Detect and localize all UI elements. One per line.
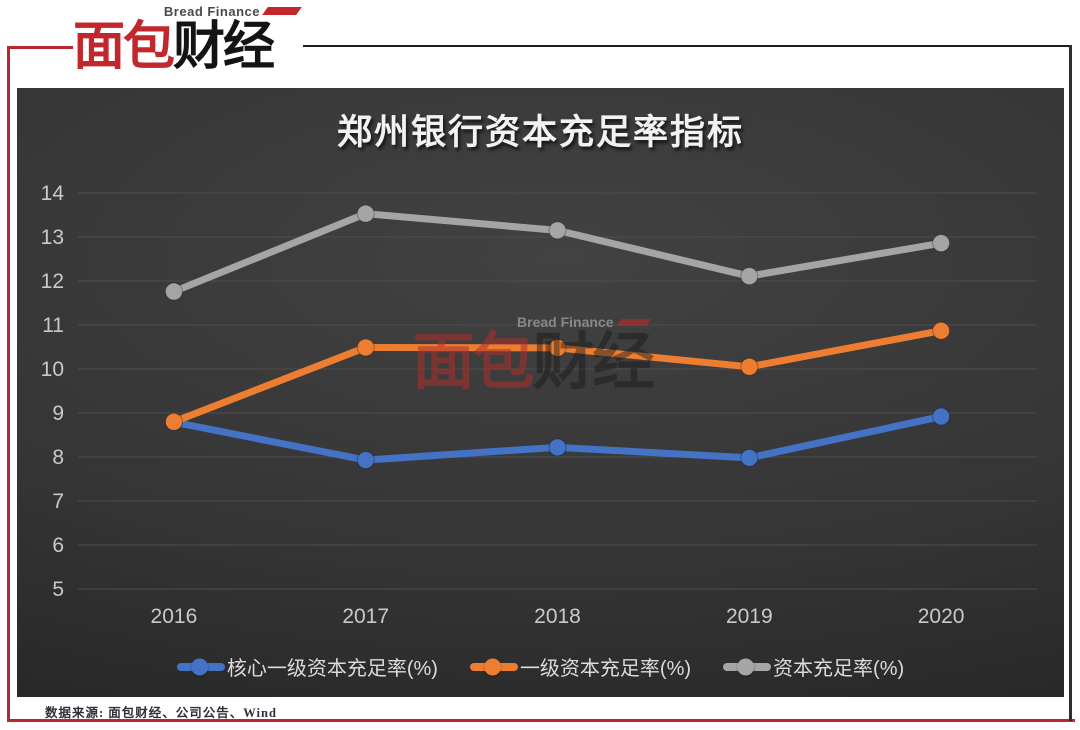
data-point bbox=[740, 267, 759, 286]
y-tick-label: 12 bbox=[41, 270, 64, 293]
legend-item: 一级资本充足率(%) bbox=[469, 652, 692, 681]
y-tick-label: 13 bbox=[41, 226, 64, 249]
data-point bbox=[740, 448, 759, 467]
frame-top-left-line bbox=[7, 46, 73, 49]
frame-bottom-line bbox=[7, 719, 1075, 722]
y-tick-label: 7 bbox=[52, 490, 64, 513]
chart-legend: 核心一级资本充足率(%) 一级资本充足率(%) 资本充足率(%) bbox=[17, 652, 1064, 681]
legend-label: 核心一级资本充足率(%) bbox=[226, 658, 438, 680]
legend-marker-dot-icon bbox=[484, 658, 502, 675]
x-tick-label: 2017 bbox=[342, 605, 389, 628]
data-source-note: 数据来源: 面包财经、公司公告、Wind bbox=[45, 706, 277, 720]
brand-logo-wordmark: 面包财经 bbox=[73, 18, 305, 76]
brand-wordmark-dark: 财经 bbox=[173, 18, 275, 76]
legend-marker-dot-icon bbox=[190, 658, 208, 675]
line-plot: 5 6 7 8 9 10 11 12 13 14 2016 2017 2018 2019 2020 bbox=[41, 182, 1037, 628]
legend-marker-icon bbox=[723, 658, 772, 675]
y-tick-label: 11 bbox=[42, 314, 64, 337]
data-point bbox=[932, 234, 951, 253]
data-point bbox=[932, 321, 951, 340]
legend-item: 核心一级资本充足率(%) bbox=[176, 652, 438, 681]
data-point bbox=[164, 282, 183, 301]
brand-wordmark-red: 面包 bbox=[73, 18, 175, 76]
chart-canvas: 郑州银行资本充足率指标 5 6 7 8 9 10 11 12 13 14 2016 2017 2018 2… bbox=[17, 88, 1064, 697]
legend-label: 资本充足率(%) bbox=[773, 658, 905, 680]
brand-logo-subtitle-row: Bread Finance bbox=[73, 3, 305, 19]
frame-left-line bbox=[7, 46, 10, 722]
data-point bbox=[548, 338, 567, 357]
data-point bbox=[548, 438, 567, 457]
x-tick-label: 2019 bbox=[726, 605, 773, 628]
legend-item: 资本充足率(%) bbox=[723, 652, 904, 681]
frame-right-line bbox=[1069, 45, 1072, 721]
data-point bbox=[356, 338, 375, 357]
y-tick-label: 14 bbox=[41, 182, 65, 205]
y-tick-label: 5 bbox=[52, 578, 64, 601]
legend-marker-dot-icon bbox=[737, 658, 755, 675]
brand-logo: Bread Finance 面包财经 bbox=[73, 4, 305, 82]
brand-flag-icon bbox=[262, 7, 302, 15]
brand-logo-subtitle: Bread Finance bbox=[163, 3, 260, 19]
data-point bbox=[740, 357, 759, 376]
data-point bbox=[164, 412, 183, 431]
x-tick-label: 2020 bbox=[918, 605, 965, 628]
data-point bbox=[548, 221, 567, 240]
y-tick-label: 9 bbox=[52, 402, 64, 425]
y-tick-label: 10 bbox=[41, 358, 64, 381]
y-tick-label: 6 bbox=[52, 534, 64, 557]
legend-marker-icon bbox=[469, 658, 518, 675]
x-tick-label: 2018 bbox=[534, 605, 581, 628]
x-tick-label: 2016 bbox=[151, 605, 198, 628]
legend-marker-icon bbox=[176, 658, 225, 675]
data-point bbox=[932, 407, 951, 426]
data-point bbox=[356, 204, 375, 223]
y-tick-label: 8 bbox=[52, 446, 64, 469]
data-point bbox=[356, 451, 375, 470]
chart-title: 郑州银行资本充足率指标 bbox=[336, 113, 744, 152]
frame-top-line bbox=[303, 45, 1071, 47]
legend-label: 一级资本充足率(%) bbox=[519, 658, 692, 680]
